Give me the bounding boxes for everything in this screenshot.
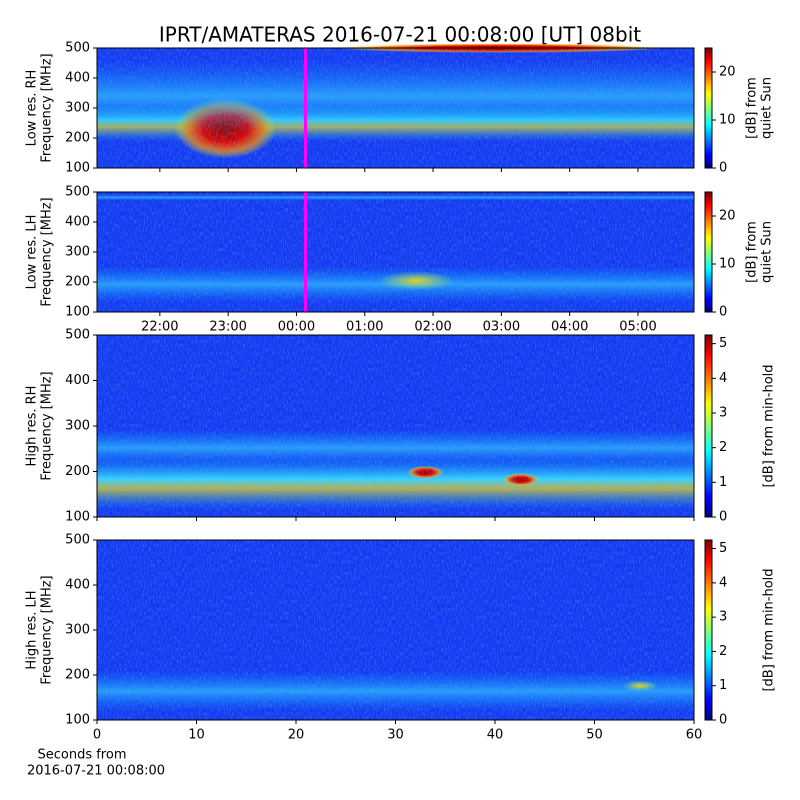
y-tick-label: 500: [65, 185, 90, 200]
colorbar-tick-label: 20: [719, 65, 736, 80]
colorbar-label: [dB] from: [745, 221, 760, 283]
colorbar-tick-label: 3: [719, 610, 727, 625]
x-tick-label: 40: [487, 728, 504, 743]
x-axis-label: Seconds from: [37, 748, 126, 763]
y-axis-label: Frequency [MHz]: [40, 371, 55, 480]
x-tick-label: 22:00: [141, 320, 178, 335]
colorbar-tick-label: 0: [719, 161, 727, 176]
x-tick-label: 04:00: [551, 320, 588, 335]
colorbar-tick-label: 0: [719, 510, 727, 525]
y-tick-label: 300: [65, 623, 90, 638]
x-tick-label: 20: [288, 728, 305, 743]
colorbar: [704, 47, 713, 169]
y-axis-label: Low res. RH: [25, 70, 40, 147]
y-tick-label: 500: [65, 41, 90, 56]
y-tick-label: 500: [65, 533, 90, 548]
colorbar-tick-label: 1: [719, 475, 727, 490]
y-tick-label: 400: [65, 373, 90, 388]
y-axis-label: Frequency [MHz]: [40, 53, 55, 162]
colorbar-tick-label: 3: [719, 406, 727, 421]
x-tick-label: 03:00: [483, 320, 520, 335]
x-tick-label: 50: [586, 728, 603, 743]
y-axis-label: High res. RH: [25, 386, 40, 467]
y-tick-label: 200: [65, 131, 90, 146]
heatmap-noise: [97, 335, 694, 517]
colorbar-label: quiet Sun: [760, 221, 775, 283]
y-tick-label: 400: [65, 215, 90, 230]
colorbar-tick-label: 10: [719, 113, 736, 128]
y-tick-label: 100: [65, 161, 90, 176]
heatmap-noise: [97, 192, 694, 312]
x-tick-label: 05:00: [619, 320, 656, 335]
x-tick-label: 23:00: [209, 320, 246, 335]
y-tick-label: 200: [65, 668, 90, 683]
colorbar-tick-label: 5: [719, 541, 727, 556]
colorbar-tick-label: 20: [719, 209, 736, 224]
colorbar-tick-label: 10: [719, 257, 736, 272]
x-axis-label: 2016-07-21 00:08:00: [27, 764, 165, 779]
x-tick-label: 01:00: [346, 320, 383, 335]
x-tick-label: 30: [387, 728, 404, 743]
x-tick-label: 02:00: [414, 320, 451, 335]
colorbar-tick-label: 1: [719, 678, 727, 693]
heatmap-noise: [97, 540, 694, 720]
y-tick-label: 100: [65, 713, 90, 728]
colorbar: [704, 539, 713, 721]
colorbar-tick-label: 2: [719, 440, 727, 455]
y-axis-label: High res. LH: [25, 590, 40, 669]
heatmap-noise: [97, 48, 694, 168]
y-tick-label: 200: [65, 275, 90, 290]
y-tick-label: 400: [65, 578, 90, 593]
colorbar-tick-label: 4: [719, 371, 727, 386]
y-tick-label: 400: [65, 71, 90, 86]
y-tick-label: 100: [65, 510, 90, 525]
colorbar-label: [dB] from min-hold: [762, 568, 777, 691]
y-tick-label: 300: [65, 245, 90, 260]
colorbar-label: [dB] from min-hold: [762, 364, 777, 487]
y-tick-label: 200: [65, 464, 90, 479]
x-tick-label: 00:00: [278, 320, 315, 335]
figure-title: IPRT/AMATERAS 2016-07-21 00:08:00 [UT] 0…: [159, 23, 641, 47]
colorbar-tick-label: 2: [719, 644, 727, 659]
colorbar-tick-label: 5: [719, 336, 727, 351]
x-tick-label: 0: [93, 728, 101, 743]
colorbar: [704, 334, 713, 518]
colorbar-tick-label: 0: [719, 305, 727, 320]
y-tick-label: 300: [65, 101, 90, 116]
x-tick-label: 60: [686, 728, 703, 743]
colorbar-tick-label: 0: [719, 713, 727, 728]
y-axis-label: Low res. LH: [25, 215, 40, 290]
colorbar: [704, 191, 713, 313]
colorbar-label: [dB] from: [745, 77, 760, 139]
y-axis-label: Frequency [MHz]: [40, 575, 55, 684]
x-tick-label: 10: [188, 728, 205, 743]
colorbar-tick-label: 4: [719, 575, 727, 590]
y-tick-label: 100: [65, 305, 90, 320]
y-tick-label: 500: [65, 328, 90, 343]
y-axis-label: Frequency [MHz]: [40, 197, 55, 306]
y-tick-label: 300: [65, 419, 90, 434]
colorbar-label: quiet Sun: [760, 77, 775, 139]
